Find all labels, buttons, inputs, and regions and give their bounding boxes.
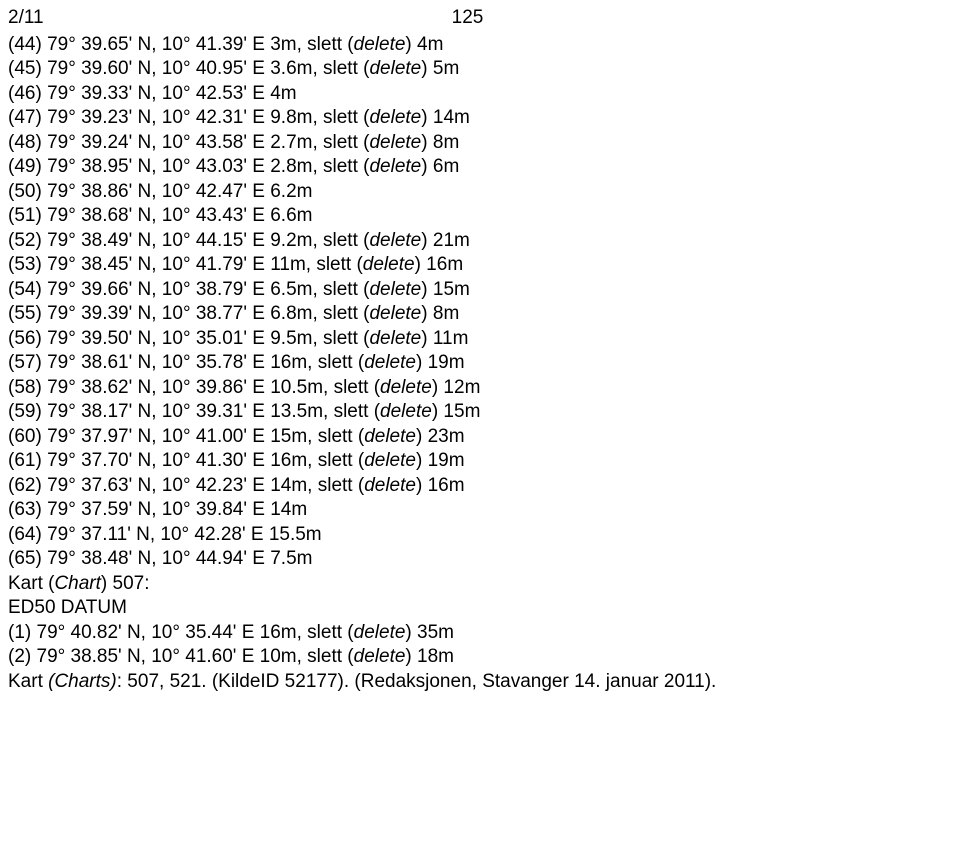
text-line: (47) 79° 39.23' N, 10° 42.31' E 9.8m, sl… [8, 106, 952, 131]
text-line: (46) 79° 39.33' N, 10° 42.53' E 4m [8, 82, 952, 107]
text-line: (45) 79° 39.60' N, 10° 40.95' E 3.6m, sl… [8, 57, 952, 82]
text-line: (54) 79° 39.66' N, 10° 38.79' E 6.5m, sl… [8, 278, 952, 303]
text-line: (56) 79° 39.50' N, 10° 35.01' E 9.5m, sl… [8, 327, 952, 352]
text-line: (51) 79° 38.68' N, 10° 43.43' E 6.6m [8, 204, 952, 229]
page-number-right: 125 [452, 6, 484, 31]
text-line: (55) 79° 39.39' N, 10° 38.77' E 6.8m, sl… [8, 302, 952, 327]
text-line: (61) 79° 37.70' N, 10° 41.30' E 16m, sle… [8, 449, 952, 474]
text-line: (62) 79° 37.63' N, 10° 42.23' E 14m, sle… [8, 474, 952, 499]
text-line: (1) 79° 40.82' N, 10° 35.44' E 16m, slet… [8, 621, 952, 646]
text-line: (58) 79° 38.62' N, 10° 39.86' E 10.5m, s… [8, 376, 952, 401]
text-line: (44) 79° 39.65' N, 10° 41.39' E 3m, slet… [8, 33, 952, 58]
document-body: (44) 79° 39.65' N, 10° 41.39' E 3m, slet… [8, 33, 952, 695]
text-line: Kart (Chart) 507: [8, 572, 952, 597]
text-line: (64) 79° 37.11' N, 10° 42.28' E 15.5m [8, 523, 952, 548]
text-line: ED50 DATUM [8, 596, 952, 621]
page-header: 2/11 125 [8, 6, 952, 31]
text-line: (48) 79° 39.24' N, 10° 43.58' E 2.7m, sl… [8, 131, 952, 156]
text-line: (49) 79° 38.95' N, 10° 43.03' E 2.8m, sl… [8, 155, 952, 180]
text-line: (50) 79° 38.86' N, 10° 42.47' E 6.2m [8, 180, 952, 205]
text-line: (2) 79° 38.85' N, 10° 41.60' E 10m, slet… [8, 645, 952, 670]
text-line: (60) 79° 37.97' N, 10° 41.00' E 15m, sle… [8, 425, 952, 450]
text-line: (63) 79° 37.59' N, 10° 39.84' E 14m [8, 498, 952, 523]
text-line: (52) 79° 38.49' N, 10° 44.15' E 9.2m, sl… [8, 229, 952, 254]
text-line: Kart (Charts): 507, 521. (KildeID 52177)… [8, 670, 952, 695]
text-line: (53) 79° 38.45' N, 10° 41.79' E 11m, sle… [8, 253, 952, 278]
text-line: (65) 79° 38.48' N, 10° 44.94' E 7.5m [8, 547, 952, 572]
text-line: (57) 79° 38.61' N, 10° 35.78' E 16m, sle… [8, 351, 952, 376]
page-number-left: 2/11 [8, 6, 452, 31]
text-line: (59) 79° 38.17' N, 10° 39.31' E 13.5m, s… [8, 400, 952, 425]
